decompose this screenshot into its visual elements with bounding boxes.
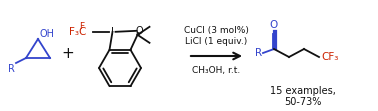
Text: LiCl (1 equiv.): LiCl (1 equiv.) <box>185 38 248 47</box>
Text: OH: OH <box>39 29 54 39</box>
Text: I: I <box>111 27 114 37</box>
Text: R: R <box>255 48 262 58</box>
Text: CuCl (3 mol%): CuCl (3 mol%) <box>184 26 249 35</box>
Text: 50-73%: 50-73% <box>284 97 322 107</box>
Text: F₃C: F₃C <box>69 27 87 37</box>
Text: O: O <box>136 26 143 36</box>
Text: CH₃OH, r.t.: CH₃OH, r.t. <box>192 65 241 74</box>
Text: +: + <box>62 46 74 60</box>
Text: R: R <box>8 64 15 74</box>
Text: 15 examples,: 15 examples, <box>270 86 336 96</box>
Text: O: O <box>270 20 278 30</box>
Text: CF₃: CF₃ <box>321 52 338 62</box>
Text: F: F <box>79 22 85 31</box>
